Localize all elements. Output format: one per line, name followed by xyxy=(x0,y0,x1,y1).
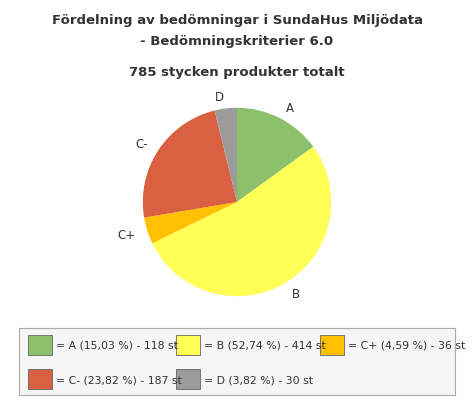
Bar xyxy=(27,335,52,355)
Text: = C+ (4,59 %) - 36 st: = C+ (4,59 %) - 36 st xyxy=(348,340,465,350)
Text: = C- (23,82 %) - 187 st: = C- (23,82 %) - 187 st xyxy=(56,375,182,384)
Wedge shape xyxy=(144,202,237,244)
Bar xyxy=(176,335,200,355)
Text: D: D xyxy=(215,91,224,104)
Text: = B (52,74 %) - 414 st: = B (52,74 %) - 414 st xyxy=(204,340,326,350)
Text: 785 stycken produkter totalt: 785 stycken produkter totalt xyxy=(129,66,345,79)
Text: A: A xyxy=(285,102,293,115)
Text: C+: C+ xyxy=(118,228,136,241)
Wedge shape xyxy=(152,147,331,296)
Text: C-: C- xyxy=(136,138,148,151)
Bar xyxy=(176,369,200,390)
Text: B: B xyxy=(292,287,300,300)
Bar xyxy=(27,369,52,390)
Wedge shape xyxy=(237,109,313,202)
Text: - Bedömningskriterier 6.0: - Bedömningskriterier 6.0 xyxy=(140,34,334,47)
Text: = A (15,03 %) - 118 st: = A (15,03 %) - 118 st xyxy=(56,340,178,350)
Wedge shape xyxy=(143,111,237,218)
Text: Fördelning av bedömningar i SundaHus Miljödata: Fördelning av bedömningar i SundaHus Mil… xyxy=(52,14,422,27)
Text: = D (3,82 %) - 30 st: = D (3,82 %) - 30 st xyxy=(204,375,313,384)
Wedge shape xyxy=(215,109,237,202)
Bar xyxy=(320,335,344,355)
